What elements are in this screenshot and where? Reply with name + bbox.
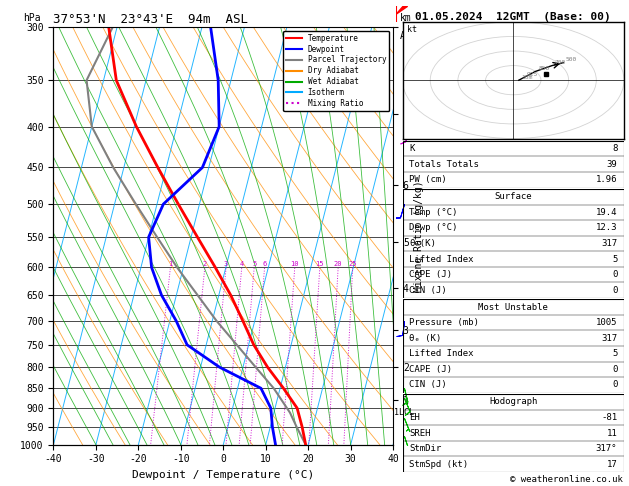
Text: 20: 20 (334, 261, 342, 267)
Text: hPa: hPa (23, 13, 40, 22)
Text: θₑ(K): θₑ(K) (409, 239, 436, 248)
Text: 0: 0 (612, 270, 617, 279)
Text: 17: 17 (606, 460, 617, 469)
Text: EH: EH (409, 413, 420, 422)
Text: © weatheronline.co.uk: © weatheronline.co.uk (510, 474, 623, 484)
Text: 10: 10 (291, 261, 299, 267)
Text: 5: 5 (612, 255, 617, 263)
Text: 0: 0 (612, 286, 617, 295)
Text: Lifted Index: Lifted Index (409, 255, 474, 263)
Text: 6: 6 (262, 261, 267, 267)
Text: CIN (J): CIN (J) (409, 286, 447, 295)
Text: SREH: SREH (409, 429, 431, 437)
Text: θₑ (K): θₑ (K) (409, 334, 442, 343)
Text: kt: kt (407, 25, 417, 35)
Legend: Temperature, Dewpoint, Parcel Trajectory, Dry Adiabat, Wet Adiabat, Isotherm, Mi: Temperature, Dewpoint, Parcel Trajectory… (283, 31, 389, 111)
Text: 12.3: 12.3 (596, 224, 617, 232)
Text: Totals Totals: Totals Totals (409, 160, 479, 169)
Text: -81: -81 (601, 413, 617, 422)
Text: CAPE (J): CAPE (J) (409, 365, 452, 374)
Text: Lifted Index: Lifted Index (409, 349, 474, 358)
Text: 1: 1 (169, 261, 172, 267)
Text: 5: 5 (252, 261, 257, 267)
Text: 0: 0 (612, 381, 617, 389)
Text: 700: 700 (555, 60, 566, 65)
Text: 37°53'N  23°43'E  94m  ASL: 37°53'N 23°43'E 94m ASL (53, 13, 248, 26)
Text: 25: 25 (348, 261, 357, 267)
Text: 01.05.2024  12GMT  (Base: 00): 01.05.2024 12GMT (Base: 00) (415, 12, 611, 22)
Text: StmSpd (kt): StmSpd (kt) (409, 460, 469, 469)
Text: CAPE (J): CAPE (J) (409, 270, 452, 279)
Text: CIN (J): CIN (J) (409, 381, 447, 389)
Text: ASL: ASL (400, 31, 418, 41)
Text: 850: 850 (538, 66, 549, 71)
Text: PW (cm): PW (cm) (409, 175, 447, 184)
Text: Dewp (°C): Dewp (°C) (409, 224, 457, 232)
Text: 5: 5 (612, 349, 617, 358)
Text: 500: 500 (566, 57, 577, 62)
Text: K: K (409, 144, 415, 153)
Text: 39: 39 (606, 160, 617, 169)
Text: Surface: Surface (494, 192, 532, 201)
Text: Temp (°C): Temp (°C) (409, 208, 457, 217)
Text: Hodograph: Hodograph (489, 398, 537, 406)
Text: 1005: 1005 (596, 318, 617, 327)
Text: Pressure (mb): Pressure (mb) (409, 318, 479, 327)
Text: 10m: 10m (521, 75, 533, 80)
Text: 4: 4 (240, 261, 244, 267)
Text: 1.96: 1.96 (596, 175, 617, 184)
Text: 317: 317 (601, 334, 617, 343)
Text: Most Unstable: Most Unstable (478, 303, 548, 312)
Text: 925: 925 (527, 72, 538, 77)
Text: km: km (400, 13, 411, 22)
Text: 1LCL: 1LCL (394, 408, 415, 417)
Text: 317°: 317° (596, 444, 617, 453)
X-axis label: Dewpoint / Temperature (°C): Dewpoint / Temperature (°C) (132, 470, 314, 480)
Text: 0: 0 (612, 365, 617, 374)
Text: 317: 317 (601, 239, 617, 248)
Text: 19.4: 19.4 (596, 208, 617, 217)
Text: 2: 2 (203, 261, 207, 267)
Text: 8: 8 (612, 144, 617, 153)
Text: 11: 11 (606, 429, 617, 437)
Text: StmDir: StmDir (409, 444, 442, 453)
Text: 3: 3 (224, 261, 228, 267)
Text: 15: 15 (316, 261, 324, 267)
Polygon shape (396, 6, 408, 14)
Y-axis label: Mixing Ratio (g/kg): Mixing Ratio (g/kg) (415, 180, 425, 292)
